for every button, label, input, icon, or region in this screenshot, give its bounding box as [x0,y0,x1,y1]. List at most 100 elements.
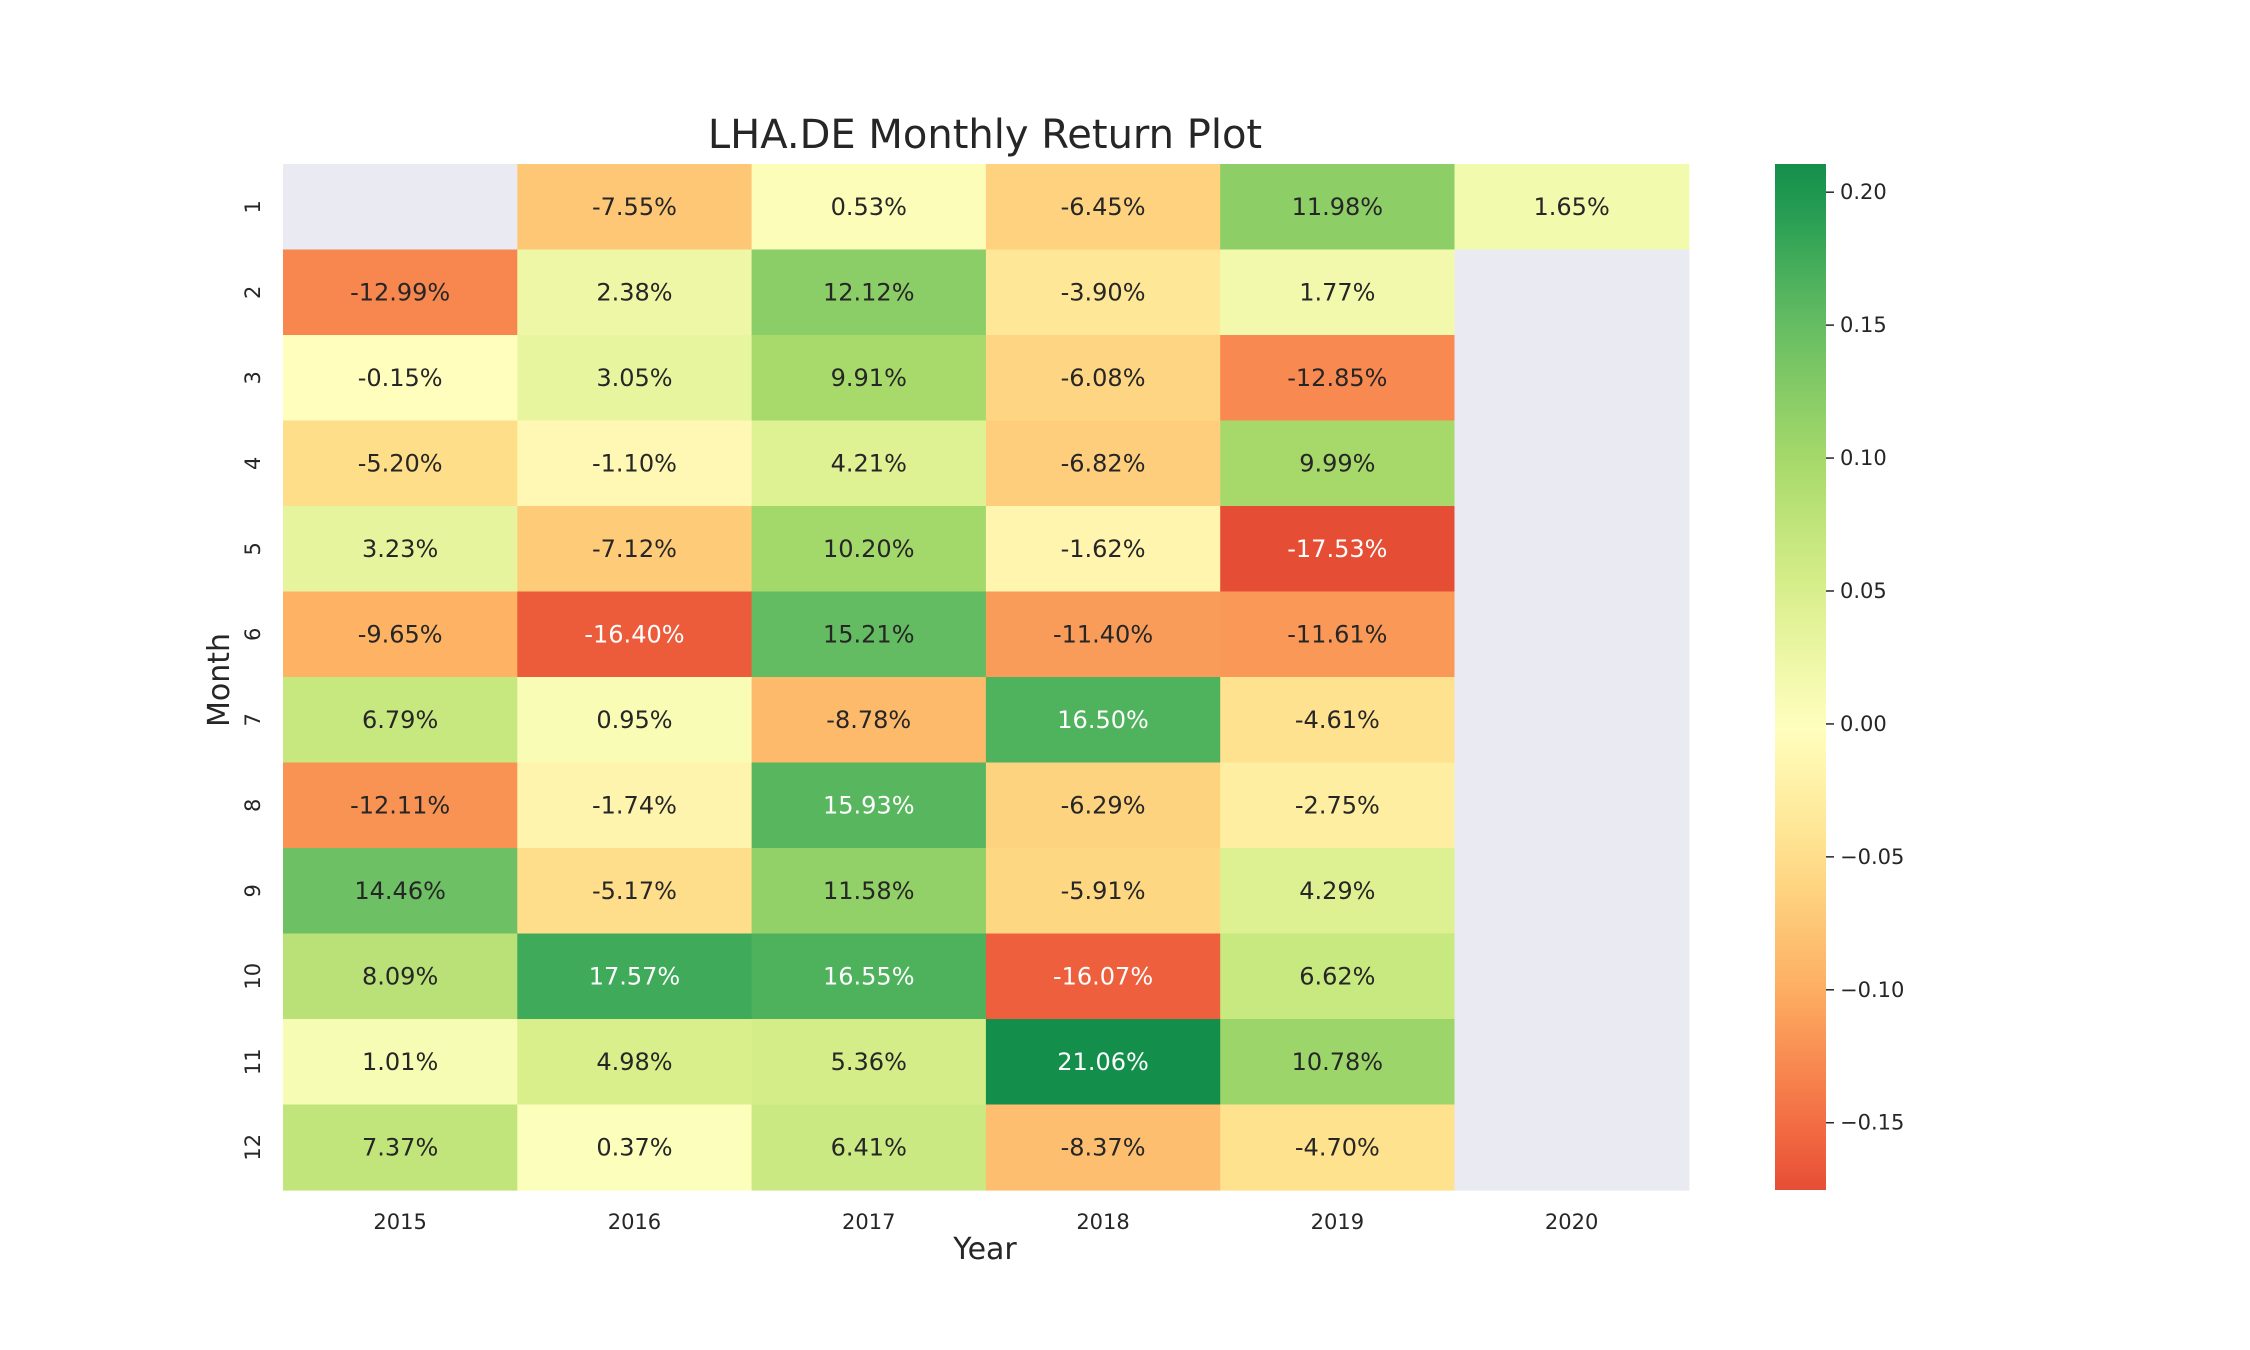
heatmap-cell [283,933,518,1020]
heatmap-cell [1454,164,1690,251]
heatmap-cell [1220,335,1456,422]
cell-value-label: 6.79% [362,706,438,734]
colorbar-ticks: 0.20 0.15 0.10 0.05 0.00 −0.05 −0.10 −0.15 [1826,180,1904,1135]
heatmap-cell [1220,1019,1456,1106]
heatmap-cell [985,677,1221,764]
cell-value-label: 8.09% [362,962,438,990]
y-tick-label: 2 [241,286,265,299]
x-tick-label: 2017 [842,1210,895,1234]
heatmap-cell [985,762,1221,849]
colorbar-tick-label: 0.05 [1840,579,1887,603]
cell-value-label: -1.74% [592,791,677,819]
cell-value-label: 6.62% [1299,962,1375,990]
heatmap-cell [1220,420,1456,507]
cell-value-label: -12.85% [1287,364,1387,392]
cell-value-label: -4.61% [1295,706,1380,734]
colorbar-tick-label: 0.00 [1840,712,1887,736]
y-tick-label: 7 [241,713,265,726]
heatmap-cell [283,335,518,422]
heatmap-cell [517,762,753,849]
heatmap-cell [751,933,987,1020]
heatmap-cell [517,1019,753,1106]
heatmap-cell [1220,506,1456,593]
cell-value-label: -6.82% [1061,449,1146,477]
cell-value-label: -7.12% [592,535,677,563]
heatmap-cell [283,506,518,593]
y-tick-label: 8 [241,799,265,812]
cell-value-label: -11.61% [1287,620,1387,648]
heatmap-cell [985,1104,1221,1191]
heatmap-cell [283,1104,518,1191]
heatmap-cell [985,420,1221,507]
heatmap-cell [1220,933,1456,1020]
heatmap-cell [517,335,753,422]
heatmap-cells: -7.55% 0.53% -6.45% 11.98% 1.65% -12.99% 2.38%… [283,164,1690,1191]
y-tick-label: 9 [241,884,265,897]
heatmap-cell [751,1019,987,1106]
x-tick-labels: 2015 2016 2017 2018 2019 2020 [373,1210,1598,1234]
heatmap-cell [517,933,753,1020]
cell-value-label: -16.07% [1053,962,1153,990]
heatmap-cell [985,506,1221,593]
cell-value-label: 3.23% [362,535,438,563]
heatmap-cell [1454,762,1690,849]
heatmap-cell [517,164,753,251]
heatmap-cell [1454,506,1690,593]
cell-value-label: 1.65% [1534,193,1610,221]
heatmap-cell [1454,335,1690,422]
cell-value-label: 11.98% [1292,193,1384,221]
heatmap-cell [1454,677,1690,764]
heatmap-cell [751,164,987,251]
cell-value-label: -8.78% [826,706,911,734]
cell-value-label: 14.46% [354,877,446,905]
y-tick-label: 3 [241,371,265,384]
heatmap-cell [517,420,753,507]
cell-value-label: 0.37% [596,1133,672,1161]
cell-value-label: -4.70% [1295,1133,1380,1161]
heatmap-cell [1454,1104,1690,1191]
cell-value-label: -2.75% [1295,791,1380,819]
cell-value-label: 17.57% [589,962,681,990]
heatmap-cell [1454,1019,1690,1106]
heatmap-cell [751,1104,987,1191]
heatmap-cell [985,335,1221,422]
cell-value-label: -3.90% [1061,278,1146,306]
colorbar-tick-label: 0.15 [1840,313,1887,337]
cell-value-label: -7.55% [592,193,677,221]
cell-value-label: 12.12% [823,278,915,306]
cell-value-label: -0.15% [358,364,443,392]
heatmap-cell [751,506,987,593]
cell-value-label: -5.20% [358,449,443,477]
y-axis-label: Month [202,633,237,727]
cell-value-label: 15.93% [823,791,915,819]
y-tick-label: 10 [241,963,265,990]
cell-value-label: 21.06% [1057,1048,1149,1076]
cell-value-label: 2.38% [596,278,672,306]
heatmap-cell [751,762,987,849]
heatmap-cell [1220,848,1456,935]
heatmap-cell [1220,762,1456,849]
cell-value-label: 10.20% [823,535,915,563]
y-tick-label: 5 [241,542,265,555]
heatmap-cell [283,677,518,764]
cell-value-label: 16.50% [1057,706,1149,734]
heatmap-cell [1454,249,1690,336]
cell-value-label: -6.29% [1061,791,1146,819]
heatmap-cell [1220,164,1456,251]
cell-value-label: -16.40% [584,620,684,648]
colorbar-tick-label: 0.10 [1840,446,1887,470]
heatmap-cell [517,249,753,336]
heatmap-cell [283,591,518,678]
chart-title: LHA.DE Monthly Return Plot [708,112,1262,158]
x-tick-label: 2020 [1545,1210,1598,1234]
x-tick-label: 2016 [608,1210,661,1234]
heatmap-cell [985,249,1221,336]
y-tick-label: 1 [241,200,265,213]
heatmap-cell [517,591,753,678]
cell-value-label: -5.17% [592,877,677,905]
cell-value-label: -6.45% [1061,193,1146,221]
cell-value-label: 6.41% [831,1133,907,1161]
heatmap-cell [751,249,987,336]
heatmap-cell [1220,677,1456,764]
